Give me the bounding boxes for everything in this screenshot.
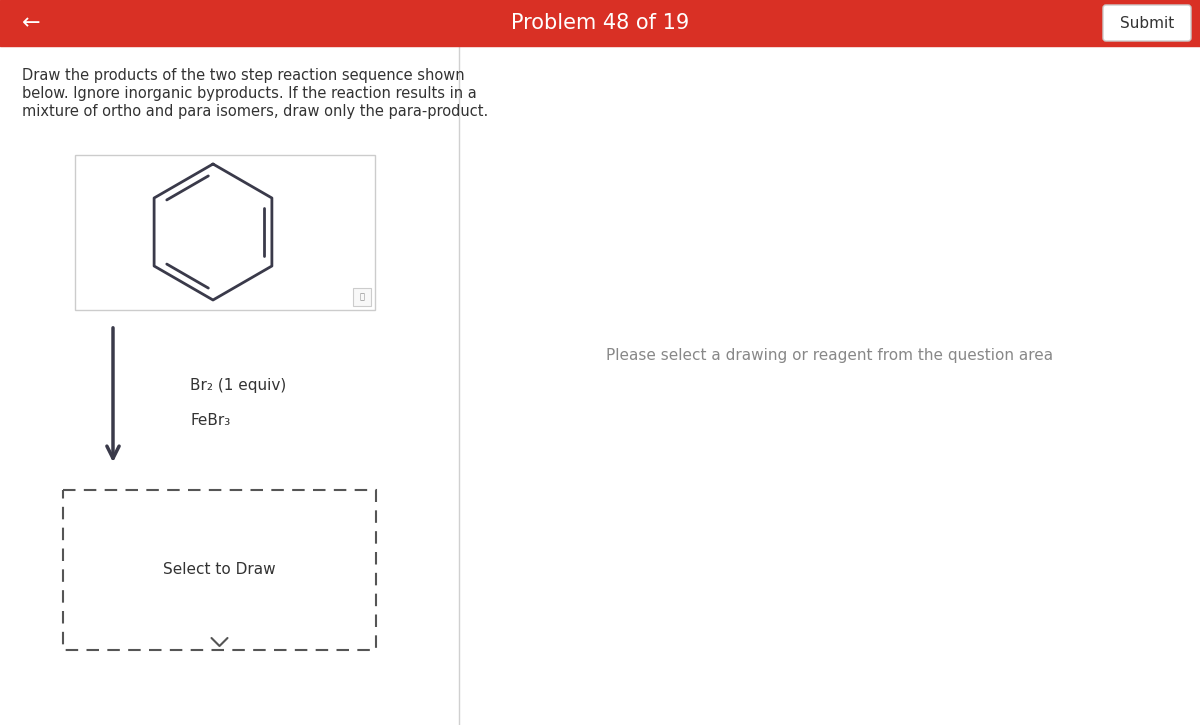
Bar xyxy=(64,490,376,650)
Text: ←: ← xyxy=(22,13,41,33)
Text: FeBr₃: FeBr₃ xyxy=(190,413,230,428)
Text: 🔍: 🔍 xyxy=(360,292,365,302)
Text: below. Ignore inorganic byproducts. If the reaction results in a: below. Ignore inorganic byproducts. If t… xyxy=(22,86,476,101)
Bar xyxy=(0,0,1200,46)
FancyBboxPatch shape xyxy=(1103,5,1190,41)
Text: mixture of ortho and para isomers, draw only the para-product.: mixture of ortho and para isomers, draw … xyxy=(22,104,488,119)
Text: Draw the products of the two step reaction sequence shown: Draw the products of the two step reacti… xyxy=(22,68,464,83)
Text: Submit: Submit xyxy=(1120,15,1174,30)
Bar xyxy=(0,46,458,725)
Text: Problem 48 of 19: Problem 48 of 19 xyxy=(511,13,689,33)
Text: Br₂ (1 equiv): Br₂ (1 equiv) xyxy=(190,378,287,392)
Text: Please select a drawing or reagent from the question area: Please select a drawing or reagent from … xyxy=(606,347,1054,362)
Bar xyxy=(74,155,374,310)
Bar xyxy=(353,288,371,306)
Bar xyxy=(458,46,1200,725)
Text: Select to Draw: Select to Draw xyxy=(163,563,276,578)
Text: ⚲: ⚲ xyxy=(362,294,370,304)
